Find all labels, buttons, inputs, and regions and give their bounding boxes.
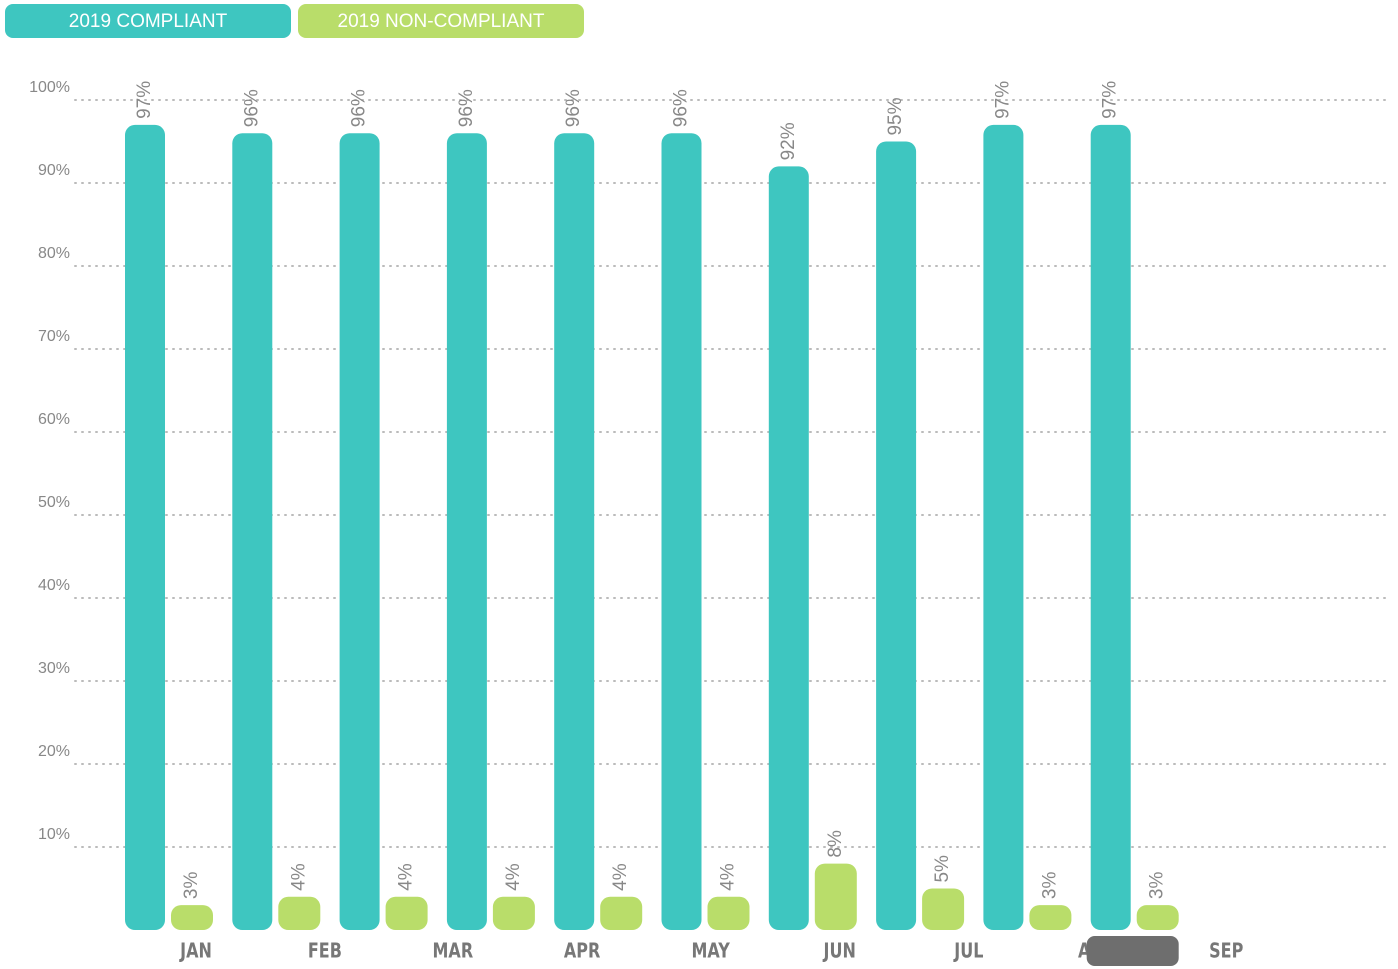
bar bbox=[554, 133, 595, 930]
y-tick-label: 100% bbox=[29, 79, 70, 96]
bar bbox=[385, 896, 428, 930]
y-tick-label: 20% bbox=[38, 743, 70, 760]
x-tick-label: JAN bbox=[178, 940, 212, 963]
value-label: 97% bbox=[992, 81, 1013, 119]
bar bbox=[768, 166, 809, 930]
y-tick-label: 60% bbox=[38, 411, 70, 428]
value-label: 97% bbox=[134, 81, 155, 119]
bar bbox=[339, 133, 380, 930]
bar bbox=[600, 896, 643, 930]
bar bbox=[125, 124, 165, 930]
legend-swatch bbox=[298, 4, 584, 38]
bar bbox=[922, 888, 965, 930]
value-label: 97% bbox=[1100, 81, 1121, 119]
x-tick-label: JUL bbox=[953, 940, 984, 963]
y-tick-label: 10% bbox=[38, 826, 70, 843]
value-label: 4% bbox=[396, 863, 417, 891]
value-label: 4% bbox=[718, 863, 739, 891]
value-label: 3% bbox=[1147, 872, 1168, 900]
x-tick-label: MAY bbox=[691, 940, 730, 963]
value-label: 5% bbox=[932, 855, 953, 883]
y-tick-label: 30% bbox=[38, 660, 70, 677]
highlight-pill bbox=[1086, 936, 1179, 966]
value-label: 96% bbox=[456, 89, 477, 127]
value-label: 96% bbox=[349, 89, 370, 127]
bar bbox=[661, 133, 702, 930]
value-label: 4% bbox=[503, 863, 524, 891]
value-label: 8% bbox=[825, 830, 846, 858]
bar bbox=[814, 863, 857, 930]
value-label: 92% bbox=[778, 122, 799, 160]
x-tick-label: FEB bbox=[308, 940, 342, 963]
bar bbox=[707, 896, 750, 930]
value-label: 4% bbox=[288, 863, 309, 891]
x-tick-label: OCT bbox=[1337, 940, 1374, 963]
bar bbox=[232, 133, 273, 930]
legend-label: 2019 COMPLIANT bbox=[69, 11, 228, 32]
legend-swatch bbox=[5, 4, 291, 38]
y-tick-label: 50% bbox=[38, 494, 70, 511]
value-label: 96% bbox=[671, 89, 692, 127]
y-tick-label: 70% bbox=[38, 328, 70, 345]
y-tick-label: 40% bbox=[38, 577, 70, 594]
y-tick-label: 80% bbox=[38, 245, 70, 262]
value-label: 4% bbox=[610, 863, 631, 891]
legend-label: 2019 NON-COMPLIANT bbox=[338, 11, 545, 32]
value-label: 96% bbox=[563, 89, 584, 127]
value-label: 3% bbox=[1039, 872, 1060, 900]
bar bbox=[278, 896, 321, 930]
value-label: 96% bbox=[241, 89, 262, 127]
bar bbox=[492, 896, 535, 930]
value-label: 95% bbox=[885, 97, 906, 135]
bar bbox=[983, 124, 1024, 930]
bar bbox=[1136, 905, 1179, 930]
value-label: 3% bbox=[181, 872, 202, 900]
x-tick-label: MAR bbox=[433, 940, 474, 963]
bar bbox=[171, 905, 213, 930]
x-tick-label: APR bbox=[564, 940, 600, 963]
bar bbox=[876, 141, 917, 930]
y-tick-label: 90% bbox=[38, 162, 70, 179]
x-tick-label: SEP bbox=[1209, 940, 1243, 963]
bar bbox=[1090, 124, 1131, 930]
bar bbox=[1029, 905, 1072, 930]
bar bbox=[446, 133, 487, 930]
x-tick-label: JUN bbox=[822, 940, 856, 963]
